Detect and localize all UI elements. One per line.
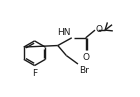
Text: F: F	[32, 69, 37, 78]
Text: Br: Br	[79, 66, 89, 75]
Text: HN: HN	[58, 28, 71, 37]
Text: O: O	[82, 53, 89, 62]
Text: O: O	[96, 25, 103, 34]
